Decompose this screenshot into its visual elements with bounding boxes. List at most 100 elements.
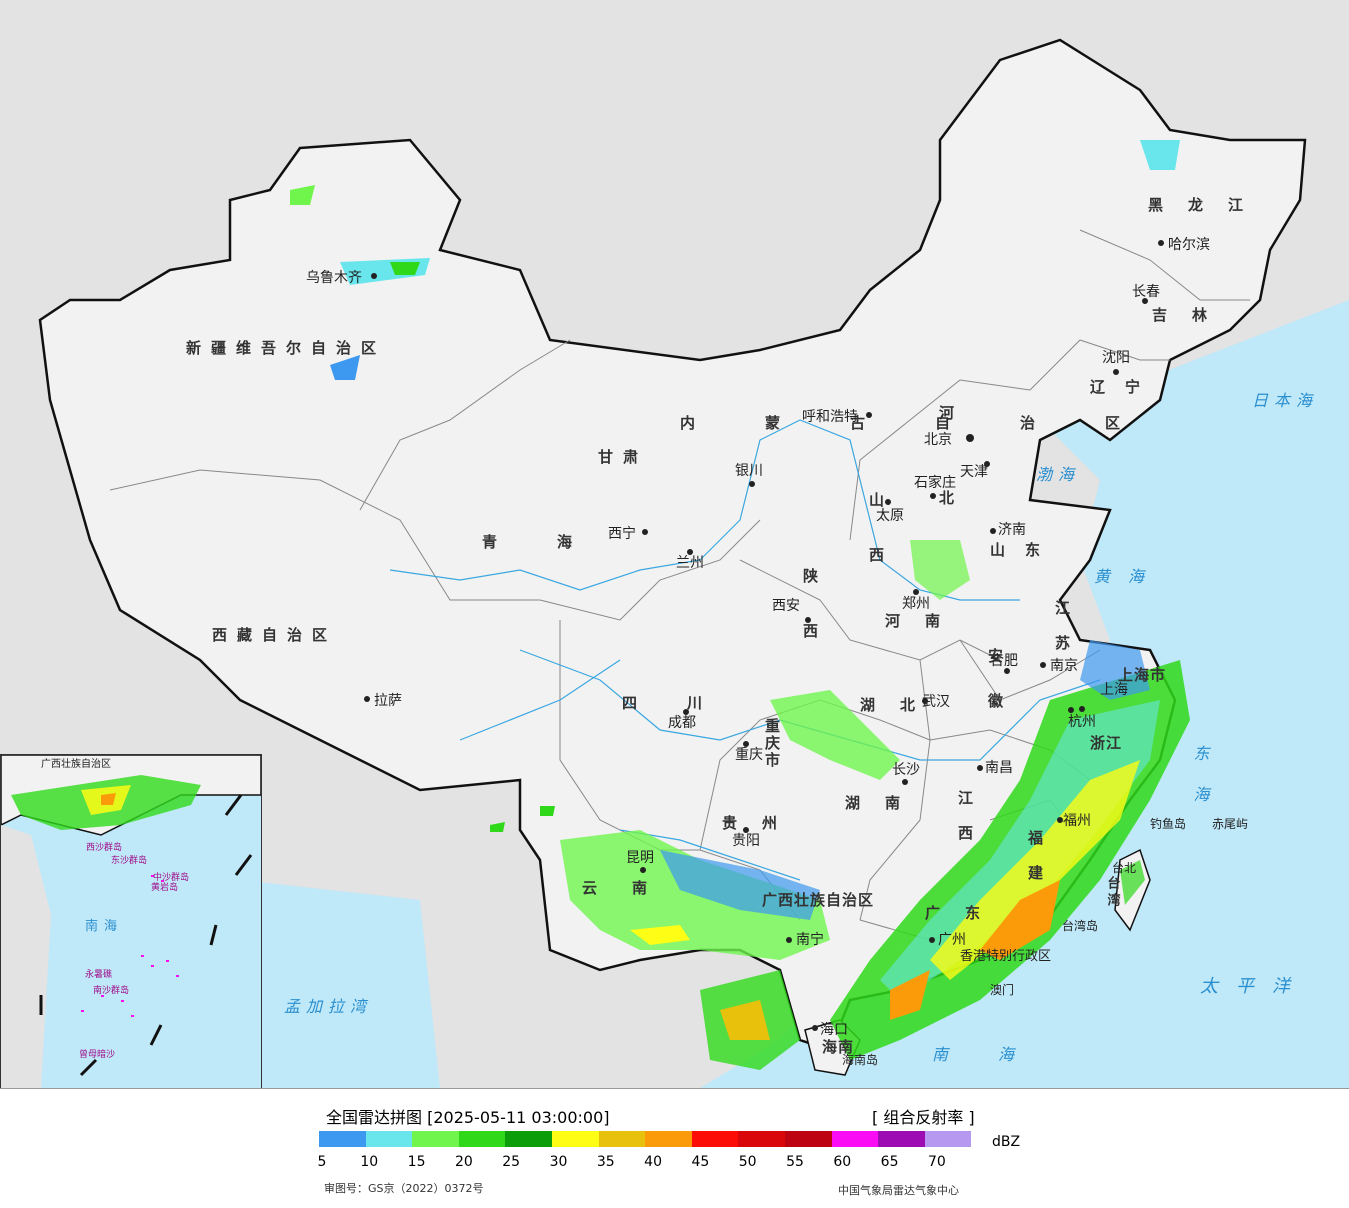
sea-labels: 日本海 渤海 黄海 东海 南海 太平洋 孟加拉湾 bbox=[284, 391, 1318, 1064]
bay-of-bengal-area bbox=[240, 880, 440, 1088]
legend-tick-label: 25 bbox=[502, 1154, 521, 1170]
province-label-qinghai: 青海 bbox=[482, 533, 632, 551]
city-xining: 西宁 bbox=[608, 525, 636, 542]
province-label-shanxi: 山西 bbox=[867, 492, 885, 602]
city-nanchang: 南昌 bbox=[985, 760, 1013, 776]
province-label-guangxi: 广西壮族自治区 bbox=[762, 891, 874, 909]
color-segment bbox=[924, 1131, 972, 1147]
legend-tick-label: 15 bbox=[407, 1154, 426, 1170]
color-segment bbox=[505, 1131, 552, 1147]
province-label-xizang: 西藏自治区 bbox=[212, 626, 337, 644]
color-segment bbox=[365, 1131, 413, 1147]
city-shijiazhuang: 石家庄 bbox=[914, 474, 956, 491]
city-jinan: 济南 bbox=[998, 522, 1026, 538]
color-segment bbox=[645, 1131, 692, 1147]
city-changsha: 长沙 bbox=[892, 762, 920, 778]
island-chiweiyu: 赤尾屿 bbox=[1212, 817, 1248, 831]
city-hangzhou: 杭州 bbox=[1068, 714, 1096, 730]
legend-product: [ 组合反射率 ] bbox=[872, 1108, 975, 1127]
city-fuzhou: 福州 bbox=[1063, 813, 1091, 829]
city-kunming: 昆明 bbox=[626, 850, 654, 866]
province-label-shanghai: 上海市 bbox=[1118, 666, 1166, 684]
city-labels: 乌鲁木齐 拉萨 西宁 兰州 银川 呼和浩特 哈尔滨 长春 沈阳 北京 天津 石家… bbox=[306, 237, 1248, 1067]
province-label-liaoning: 辽宁 bbox=[1090, 378, 1160, 396]
legend-tick-label: 40 bbox=[644, 1154, 663, 1170]
legend-tick-label: 50 bbox=[738, 1154, 757, 1170]
sea-pacific: 太平洋 bbox=[1200, 976, 1308, 997]
city-nanning: 南宁 bbox=[796, 931, 824, 948]
city-chengdu: 成都 bbox=[668, 715, 696, 731]
city-lhasa: 拉萨 bbox=[374, 693, 402, 709]
province-label-jiangsu: 江苏 bbox=[1053, 599, 1071, 670]
province-label-shandong: 山东 bbox=[990, 541, 1060, 559]
legend-panel: 全国雷达拼图 [2025-05-11 03:00:00] [ 组合反射率 ] d… bbox=[0, 1089, 1349, 1208]
legend-tick-label: 10 bbox=[360, 1154, 379, 1170]
legend-tick-label: 5 bbox=[317, 1154, 327, 1170]
color-segment bbox=[784, 1131, 832, 1147]
province-label-neimenggu: 内蒙古自治区 bbox=[680, 414, 1190, 432]
inset-label-guangxi: 广西壮族自治区 bbox=[41, 757, 111, 770]
city-haikou: 海口 bbox=[820, 1022, 848, 1038]
color-segment bbox=[598, 1131, 646, 1147]
radar-echoes bbox=[290, 140, 1190, 1070]
inset-label-huangyan: 黄岩岛 bbox=[151, 881, 178, 893]
island-diaoyudao: 钓鱼岛 bbox=[1150, 816, 1186, 831]
province-label-hunan: 湖南 bbox=[845, 794, 925, 812]
city-tianjin: 天津 bbox=[960, 464, 988, 480]
city-beijing: 北京 bbox=[924, 432, 952, 448]
island-taiwandao: 台湾岛 bbox=[1062, 918, 1098, 933]
sea-east: 东海 bbox=[1191, 745, 1210, 827]
city-changchun: 长春 bbox=[1132, 284, 1160, 300]
city-zhengzhou: 郑州 bbox=[902, 596, 930, 612]
city-hohhot: 呼和浩特 bbox=[802, 409, 858, 425]
color-segment bbox=[691, 1131, 739, 1147]
city-guangzhou: 广州 bbox=[938, 932, 966, 948]
color-segment bbox=[878, 1131, 925, 1147]
city-yinchuan: 银川 bbox=[735, 463, 763, 479]
province-label-zhejiang: 浙江 bbox=[1090, 734, 1122, 752]
radar-map[interactable]: 新疆维吾尔自治区 西藏自治区 青海 甘肃 内蒙古自治区 黑龙江 吉林 辽宁 河北… bbox=[0, 0, 1349, 1089]
city-hongkong: 香港特别行政区 bbox=[960, 949, 1051, 964]
province-label-hainan: 海南 bbox=[822, 1038, 854, 1056]
province-label-taiwan: 台湾 bbox=[1105, 875, 1121, 910]
city-wuhan: 武汉 bbox=[922, 694, 950, 710]
province-label-guizhou: 贵州 bbox=[722, 814, 802, 832]
city-guiyang: 贵阳 bbox=[732, 833, 760, 849]
city-hefei: 合肥 bbox=[990, 653, 1018, 669]
legend-tick-label: 20 bbox=[454, 1154, 473, 1170]
province-label-chongqing: 重庆市 bbox=[763, 717, 781, 769]
south-china-sea-inset: 广西壮族自治区 南海 西沙群岛 中沙群岛 东沙群岛 永暑礁 南沙群岛 曾母暗沙 … bbox=[0, 754, 262, 1088]
city-markers bbox=[364, 240, 1164, 1031]
province-label-guangdong: 广东 bbox=[925, 904, 1005, 922]
province-label-hubei: 湖北 bbox=[860, 696, 940, 714]
city-shenyang: 沈阳 bbox=[1102, 350, 1130, 366]
city-lanzhou: 兰州 bbox=[676, 555, 704, 571]
sea-japan: 日本海 bbox=[1252, 391, 1318, 410]
inset-label-xisha: 西沙群岛 bbox=[86, 841, 122, 853]
east-sea-area bbox=[700, 300, 1349, 1088]
legend-tick-label: 65 bbox=[880, 1154, 899, 1170]
city-shanghai: 上海 bbox=[1100, 682, 1128, 698]
legend-tick-label: 70 bbox=[927, 1154, 946, 1170]
province-label-fujian: 福建 bbox=[1026, 829, 1044, 900]
province-label-gansu: 甘肃 bbox=[598, 448, 648, 466]
province-label-yunnan: 云南 bbox=[582, 879, 682, 897]
city-chongqing: 重庆 bbox=[735, 747, 763, 763]
agency-name: 中国气象局雷达气象中心 bbox=[838, 1184, 959, 1197]
sea-bohai: 渤海 bbox=[1036, 465, 1080, 484]
inset-label-yongshu: 永暑礁 bbox=[85, 968, 112, 980]
legend-tick-label: 35 bbox=[596, 1154, 615, 1170]
legend-tick-label: 45 bbox=[691, 1154, 710, 1170]
province-label-xinjiang: 新疆维吾尔自治区 bbox=[186, 339, 386, 357]
legend-tick-label: 30 bbox=[549, 1154, 568, 1170]
color-segment bbox=[831, 1131, 879, 1147]
legend-tick-label: 55 bbox=[786, 1154, 804, 1170]
legend-unit: dBZ bbox=[992, 1134, 1021, 1150]
city-xian: 西安 bbox=[772, 598, 800, 614]
province-label-hebei: 河北 bbox=[937, 404, 955, 575]
legend-tick-label: 60 bbox=[833, 1154, 852, 1170]
taiwan-echo bbox=[1120, 860, 1145, 905]
inset-label-zengmu: 曾母暗沙 bbox=[79, 1048, 115, 1060]
province-label-heilongjiang: 黑龙江 bbox=[1148, 196, 1268, 214]
inset-label-south-sea: 南海 bbox=[85, 918, 123, 934]
